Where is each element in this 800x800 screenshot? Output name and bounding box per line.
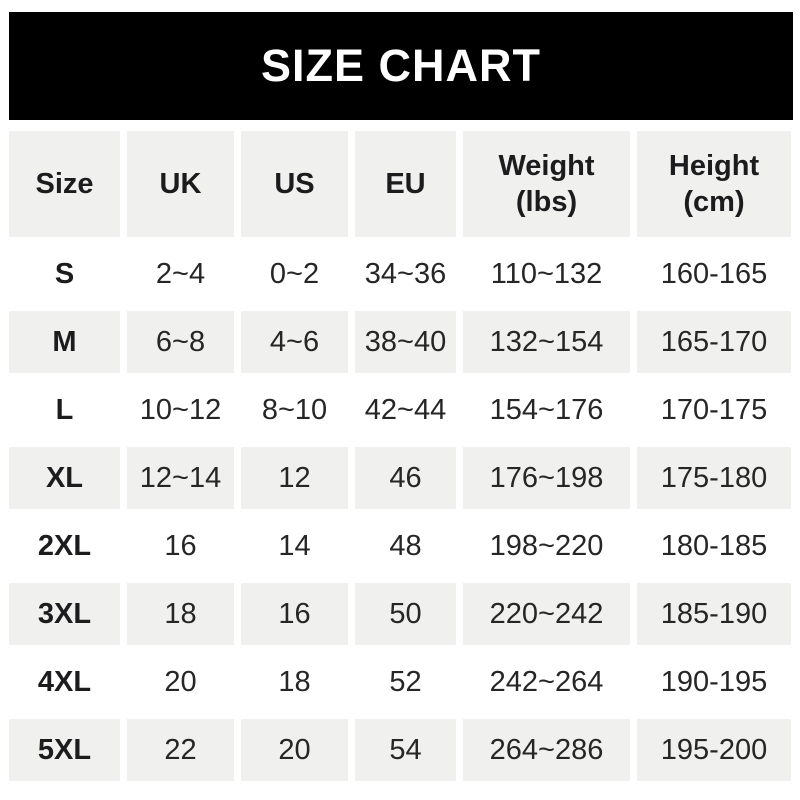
row-2xl-weight: 198~220 bbox=[463, 515, 630, 577]
row-l-us: 8~10 bbox=[241, 379, 348, 441]
row-s-weight: 110~132 bbox=[463, 243, 630, 305]
row-4xl-weight: 242~264 bbox=[463, 651, 630, 713]
row-m-size: M bbox=[9, 311, 120, 373]
row-m-height: 165-170 bbox=[637, 311, 791, 373]
row-l-weight: 154~176 bbox=[463, 379, 630, 441]
column-header-eu: EU bbox=[355, 131, 456, 237]
row-m-eu: 38~40 bbox=[355, 311, 456, 373]
column-header-us: US bbox=[241, 131, 348, 237]
row-3xl-size: 3XL bbox=[9, 583, 120, 645]
row-5xl-uk: 22 bbox=[127, 719, 234, 781]
row-3xl-weight: 220~242 bbox=[463, 583, 630, 645]
row-s-us: 0~2 bbox=[241, 243, 348, 305]
row-l-eu: 42~44 bbox=[355, 379, 456, 441]
row-4xl-us: 18 bbox=[241, 651, 348, 713]
column-header-weight-unit: (lbs) bbox=[515, 186, 578, 218]
row-m-uk: 6~8 bbox=[127, 311, 234, 373]
row-3xl-height: 185-190 bbox=[637, 583, 791, 645]
column-header-height-label: Height bbox=[668, 149, 760, 182]
row-xl-weight: 176~198 bbox=[463, 447, 630, 509]
column-header-uk-label: UK bbox=[159, 167, 202, 200]
column-header-us-label: US bbox=[274, 167, 315, 200]
row-2xl-eu: 48 bbox=[355, 515, 456, 577]
column-header-uk: UK bbox=[127, 131, 234, 237]
column-header-height-unit: (cm) bbox=[683, 186, 745, 218]
row-3xl-us: 16 bbox=[241, 583, 348, 645]
column-header-weight-label: Weight bbox=[498, 149, 595, 182]
row-5xl-size: 5XL bbox=[9, 719, 120, 781]
row-5xl-height: 195-200 bbox=[637, 719, 791, 781]
column-header-height: Height (cm) bbox=[637, 131, 791, 237]
row-s-uk: 2~4 bbox=[127, 243, 234, 305]
row-l-size: L bbox=[9, 379, 120, 441]
row-5xl-weight: 264~286 bbox=[463, 719, 630, 781]
column-header-eu-label: EU bbox=[385, 167, 426, 200]
row-xl-uk: 12~14 bbox=[127, 447, 234, 509]
row-3xl-eu: 50 bbox=[355, 583, 456, 645]
row-m-weight: 132~154 bbox=[463, 311, 630, 373]
row-xl-us: 12 bbox=[241, 447, 348, 509]
row-xl-height: 175-180 bbox=[637, 447, 791, 509]
row-l-height: 170-175 bbox=[637, 379, 791, 441]
row-4xl-uk: 20 bbox=[127, 651, 234, 713]
row-2xl-uk: 16 bbox=[127, 515, 234, 577]
row-2xl-size: 2XL bbox=[9, 515, 120, 577]
column-header-size: Size bbox=[9, 131, 120, 237]
row-l-uk: 10~12 bbox=[127, 379, 234, 441]
column-header-weight: Weight (lbs) bbox=[463, 131, 630, 237]
row-xl-eu: 46 bbox=[355, 447, 456, 509]
row-2xl-us: 14 bbox=[241, 515, 348, 577]
row-5xl-us: 20 bbox=[241, 719, 348, 781]
row-m-us: 4~6 bbox=[241, 311, 348, 373]
row-3xl-uk: 18 bbox=[127, 583, 234, 645]
size-table: Size UK US EU Weight (lbs) Height (cm) S… bbox=[9, 131, 792, 781]
column-header-size-label: Size bbox=[35, 167, 94, 200]
row-s-size: S bbox=[9, 243, 120, 305]
row-5xl-eu: 54 bbox=[355, 719, 456, 781]
row-4xl-height: 190-195 bbox=[637, 651, 791, 713]
row-xl-size: XL bbox=[9, 447, 120, 509]
row-s-eu: 34~36 bbox=[355, 243, 456, 305]
page-title: SIZE CHART bbox=[261, 40, 541, 91]
title-banner: SIZE CHART bbox=[9, 12, 793, 120]
row-s-height: 160-165 bbox=[637, 243, 791, 305]
row-4xl-eu: 52 bbox=[355, 651, 456, 713]
row-4xl-size: 4XL bbox=[9, 651, 120, 713]
row-2xl-height: 180-185 bbox=[637, 515, 791, 577]
